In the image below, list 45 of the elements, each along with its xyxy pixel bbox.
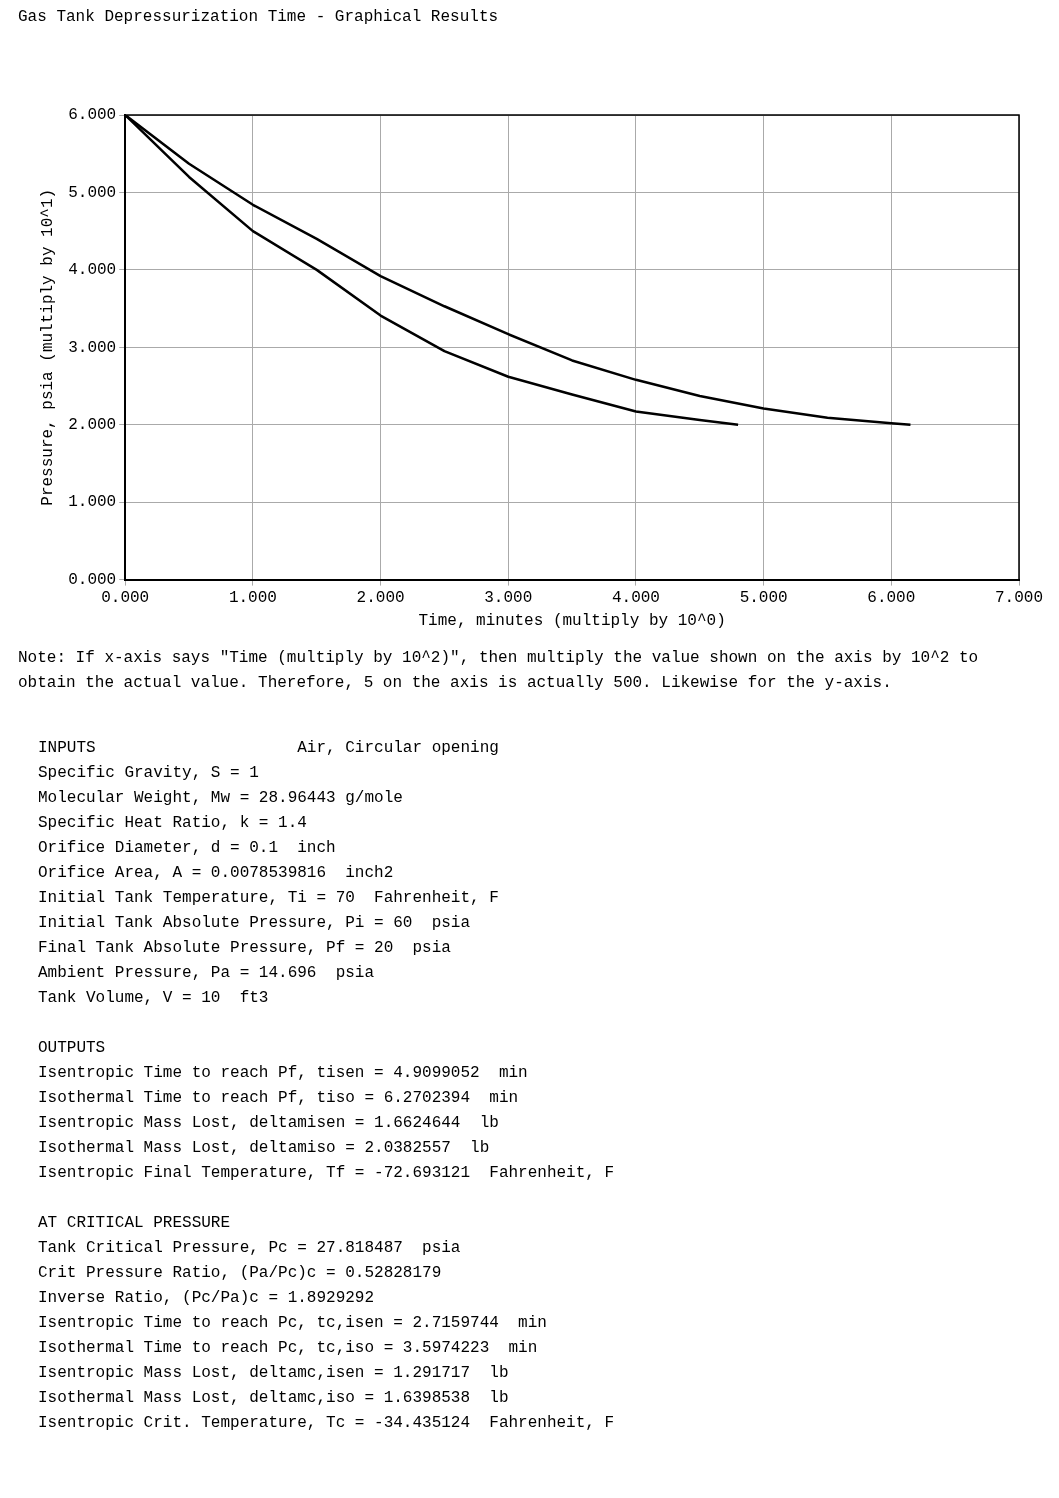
text: Initial Tank Absolute Pressure, Pi = 60 psia [38,913,472,934]
text: Isentropic Mass Lost, deltamisen = 1.6624644 lb [38,1113,500,1134]
x-axis-title: Time, minutes (multiply by 10^0) [418,611,726,630]
text: Isothermal Mass Lost, deltamiso = 2.0382557 lb [38,1138,491,1159]
y-axis-title: Pressure, psia (multiply by 10^1) [38,188,57,506]
x-tick-label: 1.000 [228,589,277,608]
text: Ambient Pressure, Pa = 14.696 psia [38,963,376,984]
text: Isothermal Mass Lost, deltamc,iso = 1.6398538 lb [38,1388,510,1409]
x-tick-label: 0.000 [101,589,150,608]
text: Tank Critical Pressure, Pc = 27.818487 psia [38,1238,462,1259]
text: Note: If x-axis says "Time (multiply by 10^2)", then multiply the value shown on the axis by 10^2 to obtain the actual value. Therefore, 5 on the axis is actually 500. Likewise for the y-axis. [18,648,980,694]
y-tick-label: 0.000 [68,570,117,589]
y-tick-label: 1.000 [68,493,117,512]
text: OUTPUTS [38,1038,107,1059]
x-tick-label: 4.000 [611,589,660,608]
text: Orifice Area, A = 0.0078539816 inch2 [38,863,395,884]
y-tick-label: 4.000 [68,261,117,280]
text: Isentropic Time to reach Pf, tisen = 4.9099052 min [38,1063,529,1084]
text: Orifice Diameter, d = 0.1 inch [38,838,337,859]
text: Isentropic Final Temperature, Tf = -72.693121 Fahrenheit, F [38,1163,616,1184]
text: Final Tank Absolute Pressure, Pf = 20 psia [38,938,452,959]
text: Molecular Weight, Mw = 28.96443 g/mole [38,788,404,809]
x-tick-label: 6.000 [867,589,916,608]
text: Isentropic Crit. Temperature, Tc = -34.435124 Fahrenheit, F [38,1413,616,1434]
x-tick-label: 2.000 [356,589,405,608]
text: Specific Gravity, S = 1 [38,763,260,784]
y-tick-label: 2.000 [68,415,117,434]
text: Isentropic Mass Lost, deltamc,isen = 1.291717 lb [38,1363,510,1384]
text: Specific Heat Ratio, k = 1.4 [38,813,308,834]
y-tick-label: 5.000 [68,183,117,202]
text: Isentropic Time to reach Pc, tc,isen = 2.7159744 min [38,1313,548,1334]
text: Isothermal Time to reach Pf, tiso = 6.2702394 min [38,1088,520,1109]
text: Initial Tank Temperature, Ti = 70 Fahrenheit, F [38,888,500,909]
x-tick-label: 7.000 [994,589,1044,608]
text: Tank Volume, V = 10 ft3 [38,988,270,1009]
text: Isothermal Time to reach Pc, tc,iso = 3.5974223 min [38,1338,539,1359]
text: Crit Pressure Ratio, (Pa/Pc)c = 0.52828179 [38,1263,443,1284]
text: AT CRITICAL PRESSURE [38,1213,232,1234]
text: Inverse Ratio, (Pc/Pa)c = 1.8929292 [38,1288,376,1309]
x-tick-label: 5.000 [739,589,788,608]
x-tick-label: 3.000 [484,589,533,608]
y-tick-label: 3.000 [68,338,117,357]
chart-title: Gas Tank Depressurization Time - Graphical Results [18,8,499,26]
y-tick-label: 6.000 [68,106,117,125]
text: INPUTS Air, Circular opening [38,738,500,759]
